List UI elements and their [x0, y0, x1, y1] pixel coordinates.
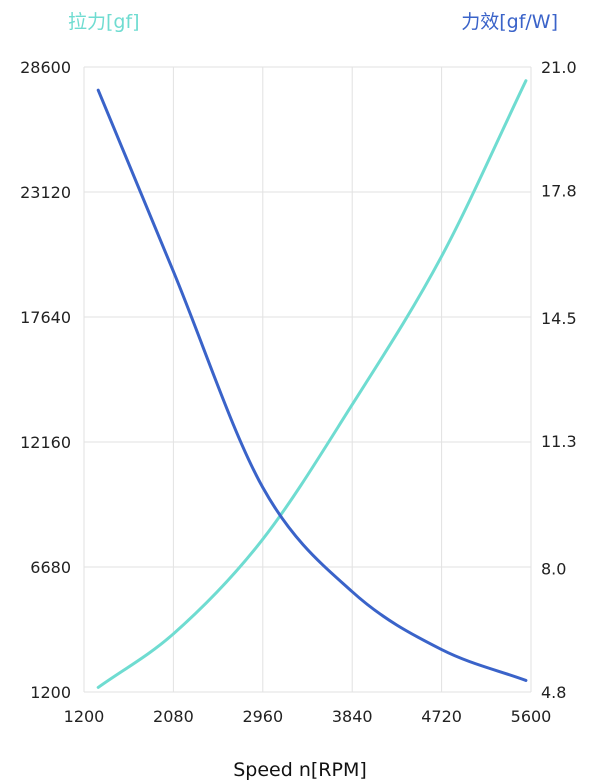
left-tick-label: 1200 — [30, 683, 71, 702]
left-axis-title: 拉力[gf] — [68, 11, 140, 33]
x-axis-title: Speed n[RPM] — [233, 759, 367, 781]
right-tick-label: 11.3 — [541, 432, 577, 451]
right-tick-label: 17.8 — [541, 181, 577, 200]
right-tick-label: 4.8 — [541, 683, 566, 702]
thrust-line — [96, 79, 528, 689]
right-tick-label: 21.0 — [541, 58, 577, 77]
left-tick-label: 17640 — [20, 308, 71, 327]
series-lines — [96, 79, 528, 689]
left-tick-label: 23120 — [20, 183, 71, 202]
x-tick-label: 5600 — [511, 707, 552, 726]
left-tick-label: 12160 — [20, 433, 71, 452]
efficiency-line — [96, 88, 528, 682]
axis-labels: 1200 2080 2960 3840 4720 5600 1200 6680 12160 176… — [20, 58, 577, 726]
left-tick-label: 6680 — [30, 558, 71, 577]
x-tick-label: 4720 — [421, 707, 462, 726]
right-tick-label: 14.5 — [541, 309, 577, 328]
right-axis-title: 力效[gf/W] — [461, 11, 558, 33]
right-tick-label: 8.0 — [541, 560, 566, 579]
x-tick-label: 1200 — [64, 707, 105, 726]
left-tick-label: 28600 — [20, 58, 71, 77]
x-tick-label: 2080 — [153, 707, 194, 726]
grid-lines — [83, 66, 532, 693]
x-tick-label: 3840 — [332, 707, 373, 726]
x-tick-label: 2960 — [242, 707, 283, 726]
